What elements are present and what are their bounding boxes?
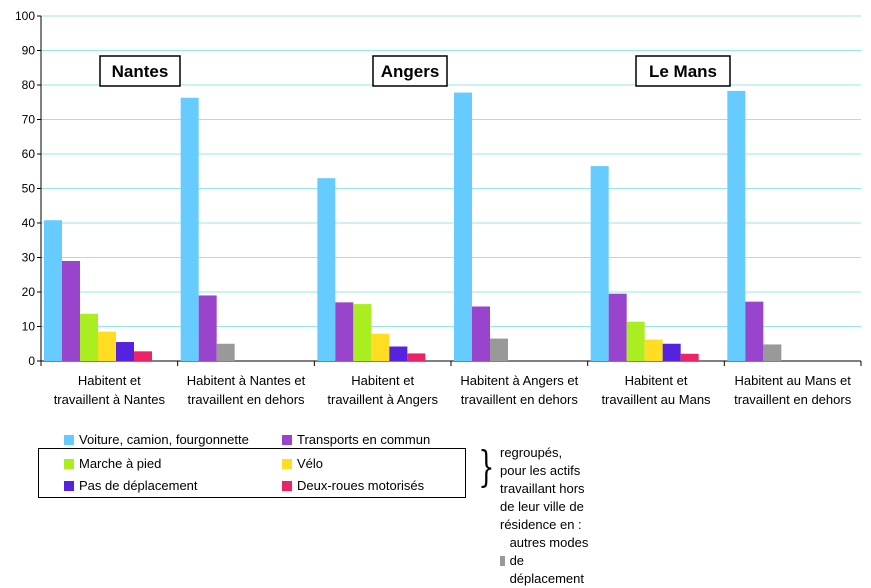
- bar: [745, 301, 764, 361]
- bar: [44, 220, 62, 361]
- y-tick-label: 100: [15, 9, 35, 23]
- city-label: Angers: [381, 62, 440, 81]
- grouped-note: regroupés, pour les actifs travaillant h…: [500, 444, 589, 588]
- legend-item-transports: Transports en commun: [282, 432, 430, 447]
- y-tick-label: 90: [22, 44, 36, 58]
- x-category-label: travaillent en dehors: [734, 392, 852, 407]
- x-category-label: Habitent à Angers et: [460, 373, 578, 388]
- x-category-label: Habitent et: [351, 373, 414, 388]
- legend-swatch-deux-roues: [282, 480, 292, 491]
- bar: [490, 338, 508, 361]
- x-category-label: travaillent au Mans: [601, 392, 711, 407]
- bar: [335, 302, 354, 361]
- legend-label-transports: Transports en commun: [297, 432, 431, 447]
- bar: [389, 346, 408, 361]
- legend-swatch-marche: [64, 458, 74, 469]
- bar: [116, 342, 134, 361]
- bar: [472, 306, 490, 361]
- legend-label-autres: autres modes de déplacement: [509, 535, 589, 586]
- legend-item-voiture: Voiture, camion, fourgonnette: [64, 432, 249, 447]
- legend-swatch-voiture: [64, 434, 74, 445]
- x-category-label: Habitent et: [625, 373, 688, 388]
- bar: [80, 313, 98, 361]
- legend-label-deux-roues: Deux-roues motorisés: [297, 478, 425, 493]
- legend-swatch-autres: [500, 556, 505, 566]
- bar: [590, 166, 609, 361]
- bar: [763, 344, 782, 361]
- y-tick-label: 30: [22, 251, 36, 265]
- city-label: Le Mans: [649, 62, 717, 81]
- bar: [98, 331, 116, 361]
- y-tick-label: 50: [22, 182, 36, 196]
- x-category-label: travaillent à Angers: [327, 392, 438, 407]
- legend-item-deux-roues: Deux-roues motorisés: [282, 478, 424, 493]
- bar: [407, 353, 426, 361]
- y-tick-label: 80: [22, 78, 36, 92]
- legend-label-voiture: Voiture, camion, fourgonnette: [79, 432, 249, 447]
- x-category-label: travaillent en dehors: [461, 392, 579, 407]
- x-category-label: Habitent au Mans et: [734, 373, 851, 388]
- bar: [317, 178, 336, 361]
- legend-swatch-velo: [282, 458, 292, 469]
- bar: [180, 97, 199, 361]
- city-label-box: [372, 55, 448, 87]
- y-tick-label: 40: [22, 216, 36, 230]
- chart: 0 10 20 30 40 50 60 70 80 90 100 Habitent et travail…: [15, 9, 862, 407]
- note-line-1: regroupés, pour les actifs travaillant h…: [500, 445, 585, 496]
- bar: [454, 92, 472, 361]
- legend-item-autres: autres modes de déplacement: [500, 534, 589, 588]
- legend-label-marche: Marche à pied: [79, 456, 162, 471]
- bar: [371, 333, 390, 361]
- legend-item-velo: Vélo: [282, 456, 323, 471]
- legend-label-pas-deplacement: Pas de déplacement: [79, 478, 198, 493]
- bar: [134, 351, 152, 361]
- city-label-box: [99, 55, 181, 87]
- legend-box: [38, 448, 466, 498]
- x-category-label: Habitent à Nantes et: [187, 373, 306, 388]
- bar: [680, 353, 699, 361]
- x-category-label: travaillent en dehors: [187, 392, 305, 407]
- y-tick-label: 20: [22, 285, 36, 299]
- legend-label-velo: Vélo: [297, 456, 324, 471]
- bar: [62, 260, 80, 361]
- bar: [608, 293, 627, 361]
- note-line-2: de leur ville de résidence en :: [500, 499, 584, 532]
- brace-icon: }: [478, 442, 495, 491]
- bar: [644, 339, 663, 361]
- city-label: Nantes: [112, 62, 169, 81]
- y-tick-label: 70: [22, 113, 36, 127]
- x-category-label: travaillent à Nantes: [54, 392, 166, 407]
- legend-item-marche: Marche à pied: [64, 456, 161, 471]
- legend-swatch-transports: [282, 434, 292, 445]
- bar: [727, 90, 746, 362]
- x-category-label: Habitent et: [78, 373, 141, 388]
- city-label-box: [635, 55, 731, 87]
- legend-item-pas-deplacement: Pas de déplacement: [64, 478, 198, 493]
- bar: [353, 304, 372, 361]
- bar: [216, 343, 235, 361]
- y-tick-label: 10: [22, 320, 36, 334]
- bar: [662, 343, 681, 361]
- bar: [198, 295, 217, 361]
- bar: [626, 321, 645, 361]
- y-tick-label: 0: [28, 354, 35, 368]
- y-tick-label: 60: [22, 147, 36, 161]
- legend-swatch-pas-deplacement: [64, 480, 74, 491]
